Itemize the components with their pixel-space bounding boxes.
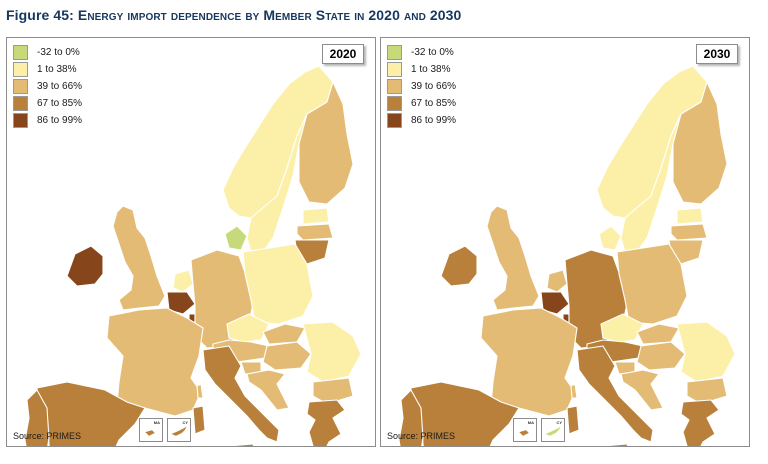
- country-RO: [302, 321, 362, 383]
- source-note: Source: PRIMES: [387, 431, 456, 441]
- legend-item: 1 to 38%: [387, 61, 456, 78]
- country-FR: [106, 307, 204, 417]
- country-CY: [544, 425, 562, 437]
- legend-swatch: [387, 113, 402, 128]
- legend: -32 to 0% 1 to 38% 39 to 66% 67 to 85% 8…: [387, 44, 456, 129]
- country-SE: [620, 113, 682, 253]
- map-panel-2030: -32 to 0% 1 to 38% 39 to 66% 67 to 85% 8…: [380, 37, 750, 447]
- country-UK: [112, 205, 166, 311]
- europe-map-2030: [398, 65, 736, 446]
- country-BG: [312, 377, 354, 405]
- country-EE: [676, 207, 704, 225]
- country-SE: [246, 113, 308, 253]
- legend-item: 39 to 66%: [13, 78, 82, 95]
- country-SK: [262, 323, 306, 345]
- country-LV: [296, 223, 334, 241]
- legend-item: -32 to 0%: [387, 44, 456, 61]
- country-FR: [570, 383, 578, 399]
- country-IT: [192, 405, 206, 435]
- country-IE: [66, 245, 104, 287]
- country-PT: [24, 389, 50, 446]
- legend-swatch: [13, 113, 28, 128]
- country-CZ: [226, 313, 270, 343]
- legend-swatch: [387, 96, 402, 111]
- country-PL: [242, 243, 314, 325]
- legend: -32 to 0% 1 to 38% 39 to 66% 67 to 85% 8…: [13, 44, 82, 129]
- country-CZ: [600, 313, 644, 343]
- figure-title: Figure 45: Energy import dependence by M…: [6, 7, 462, 23]
- country-GR: [306, 399, 346, 446]
- legend-item: 67 to 85%: [13, 95, 82, 112]
- legend-swatch: [13, 62, 28, 77]
- country-NL: [172, 269, 194, 293]
- inset-malta: MA: [139, 418, 163, 442]
- country-UK: [486, 205, 540, 311]
- inset-malta: MA: [513, 418, 537, 442]
- country-MT: [518, 429, 530, 437]
- country-EE: [302, 207, 330, 225]
- legend-swatch: [387, 45, 402, 60]
- country-CY: [170, 425, 188, 437]
- country-RO: [676, 321, 736, 383]
- year-badge: 2020: [322, 44, 364, 64]
- country-FR: [480, 307, 578, 417]
- legend-item: 86 to 99%: [387, 112, 456, 129]
- country-SK: [636, 323, 680, 345]
- legend-swatch: [13, 96, 28, 111]
- country-GR: [680, 399, 720, 446]
- legend-item: -32 to 0%: [13, 44, 82, 61]
- legend-item: 39 to 66%: [387, 78, 456, 95]
- country-IT: [576, 345, 654, 443]
- country-BE: [166, 291, 196, 315]
- country-BG: [686, 377, 728, 405]
- country-HR: [620, 369, 664, 411]
- country-DK: [224, 225, 248, 251]
- country-FI: [672, 81, 728, 205]
- legend-item: 1 to 38%: [13, 61, 82, 78]
- source-note: Source: PRIMES: [13, 431, 82, 441]
- legend-item: 67 to 85%: [387, 95, 456, 112]
- country-PT: [398, 389, 424, 446]
- country-MT: [144, 429, 156, 437]
- country-FI: [298, 81, 354, 205]
- inset-cyprus: CY: [167, 418, 191, 442]
- country-IE: [440, 245, 478, 287]
- country-IT: [566, 405, 580, 435]
- country-HU: [262, 341, 312, 371]
- legend-swatch: [13, 79, 28, 94]
- legend-swatch: [387, 79, 402, 94]
- map-panel-2020: -32 to 0% 1 to 38% 39 to 66% 67 to 85% 8…: [6, 37, 376, 447]
- europe-map-2020: [24, 65, 362, 446]
- country-HR: [246, 369, 290, 411]
- country-DK: [598, 225, 622, 251]
- country-HU: [636, 341, 686, 371]
- country-PL: [616, 243, 688, 325]
- country-NL: [546, 269, 568, 293]
- country-IT: [602, 443, 629, 446]
- inset-cyprus: CY: [541, 418, 565, 442]
- country-IT: [228, 443, 255, 446]
- country-LV: [670, 223, 708, 241]
- country-IT: [202, 345, 280, 443]
- country-BE: [540, 291, 570, 315]
- year-badge: 2030: [696, 44, 738, 64]
- legend-item: 86 to 99%: [13, 112, 82, 129]
- legend-swatch: [13, 45, 28, 60]
- legend-swatch: [387, 62, 402, 77]
- country-FR: [196, 383, 204, 399]
